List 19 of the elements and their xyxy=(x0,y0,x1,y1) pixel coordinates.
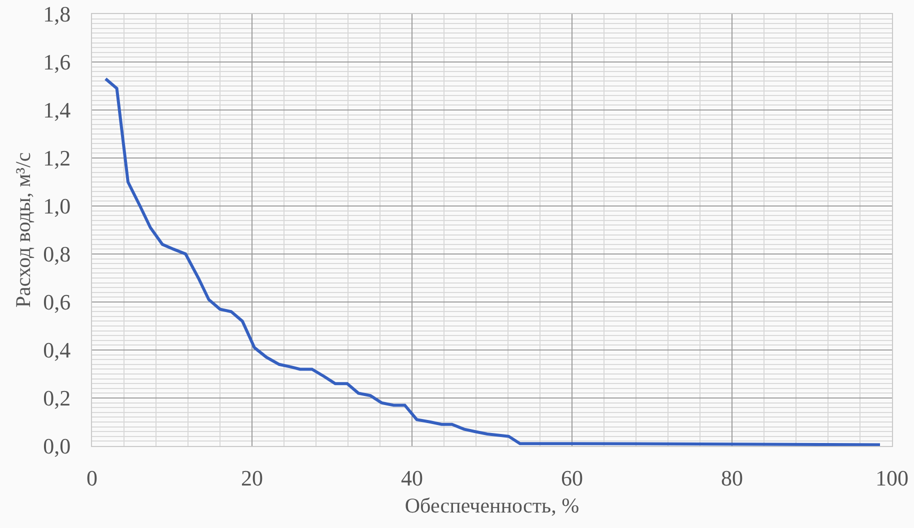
y-tick-label: 1,4 xyxy=(43,98,71,123)
y-tick-label: 0,6 xyxy=(43,290,71,315)
y-tick-label: 0,0 xyxy=(43,434,71,459)
x-tick-label: 0 xyxy=(86,465,98,490)
y-tick-label: 0,8 xyxy=(43,242,71,267)
y-tick-label: 1,8 xyxy=(43,2,71,27)
y-tick-label: 1,0 xyxy=(43,194,71,219)
y-tick-label: 1,6 xyxy=(43,50,71,75)
y-tick-label: 0,2 xyxy=(43,386,71,411)
y-tick-label: 0,4 xyxy=(43,338,71,363)
x-tick-label: 20 xyxy=(241,465,263,490)
x-tick-label: 80 xyxy=(721,465,743,490)
x-tick-label: 100 xyxy=(876,465,908,490)
y-tick-label: 1,2 xyxy=(43,146,71,171)
x-tick-label: 40 xyxy=(401,465,423,490)
line-series xyxy=(104,77,882,446)
y-axis-title: Расход воды, м³/с xyxy=(11,152,36,308)
x-axis-title: Обеспеченность, % xyxy=(404,494,580,518)
x-tick-label: 60 xyxy=(561,465,583,490)
